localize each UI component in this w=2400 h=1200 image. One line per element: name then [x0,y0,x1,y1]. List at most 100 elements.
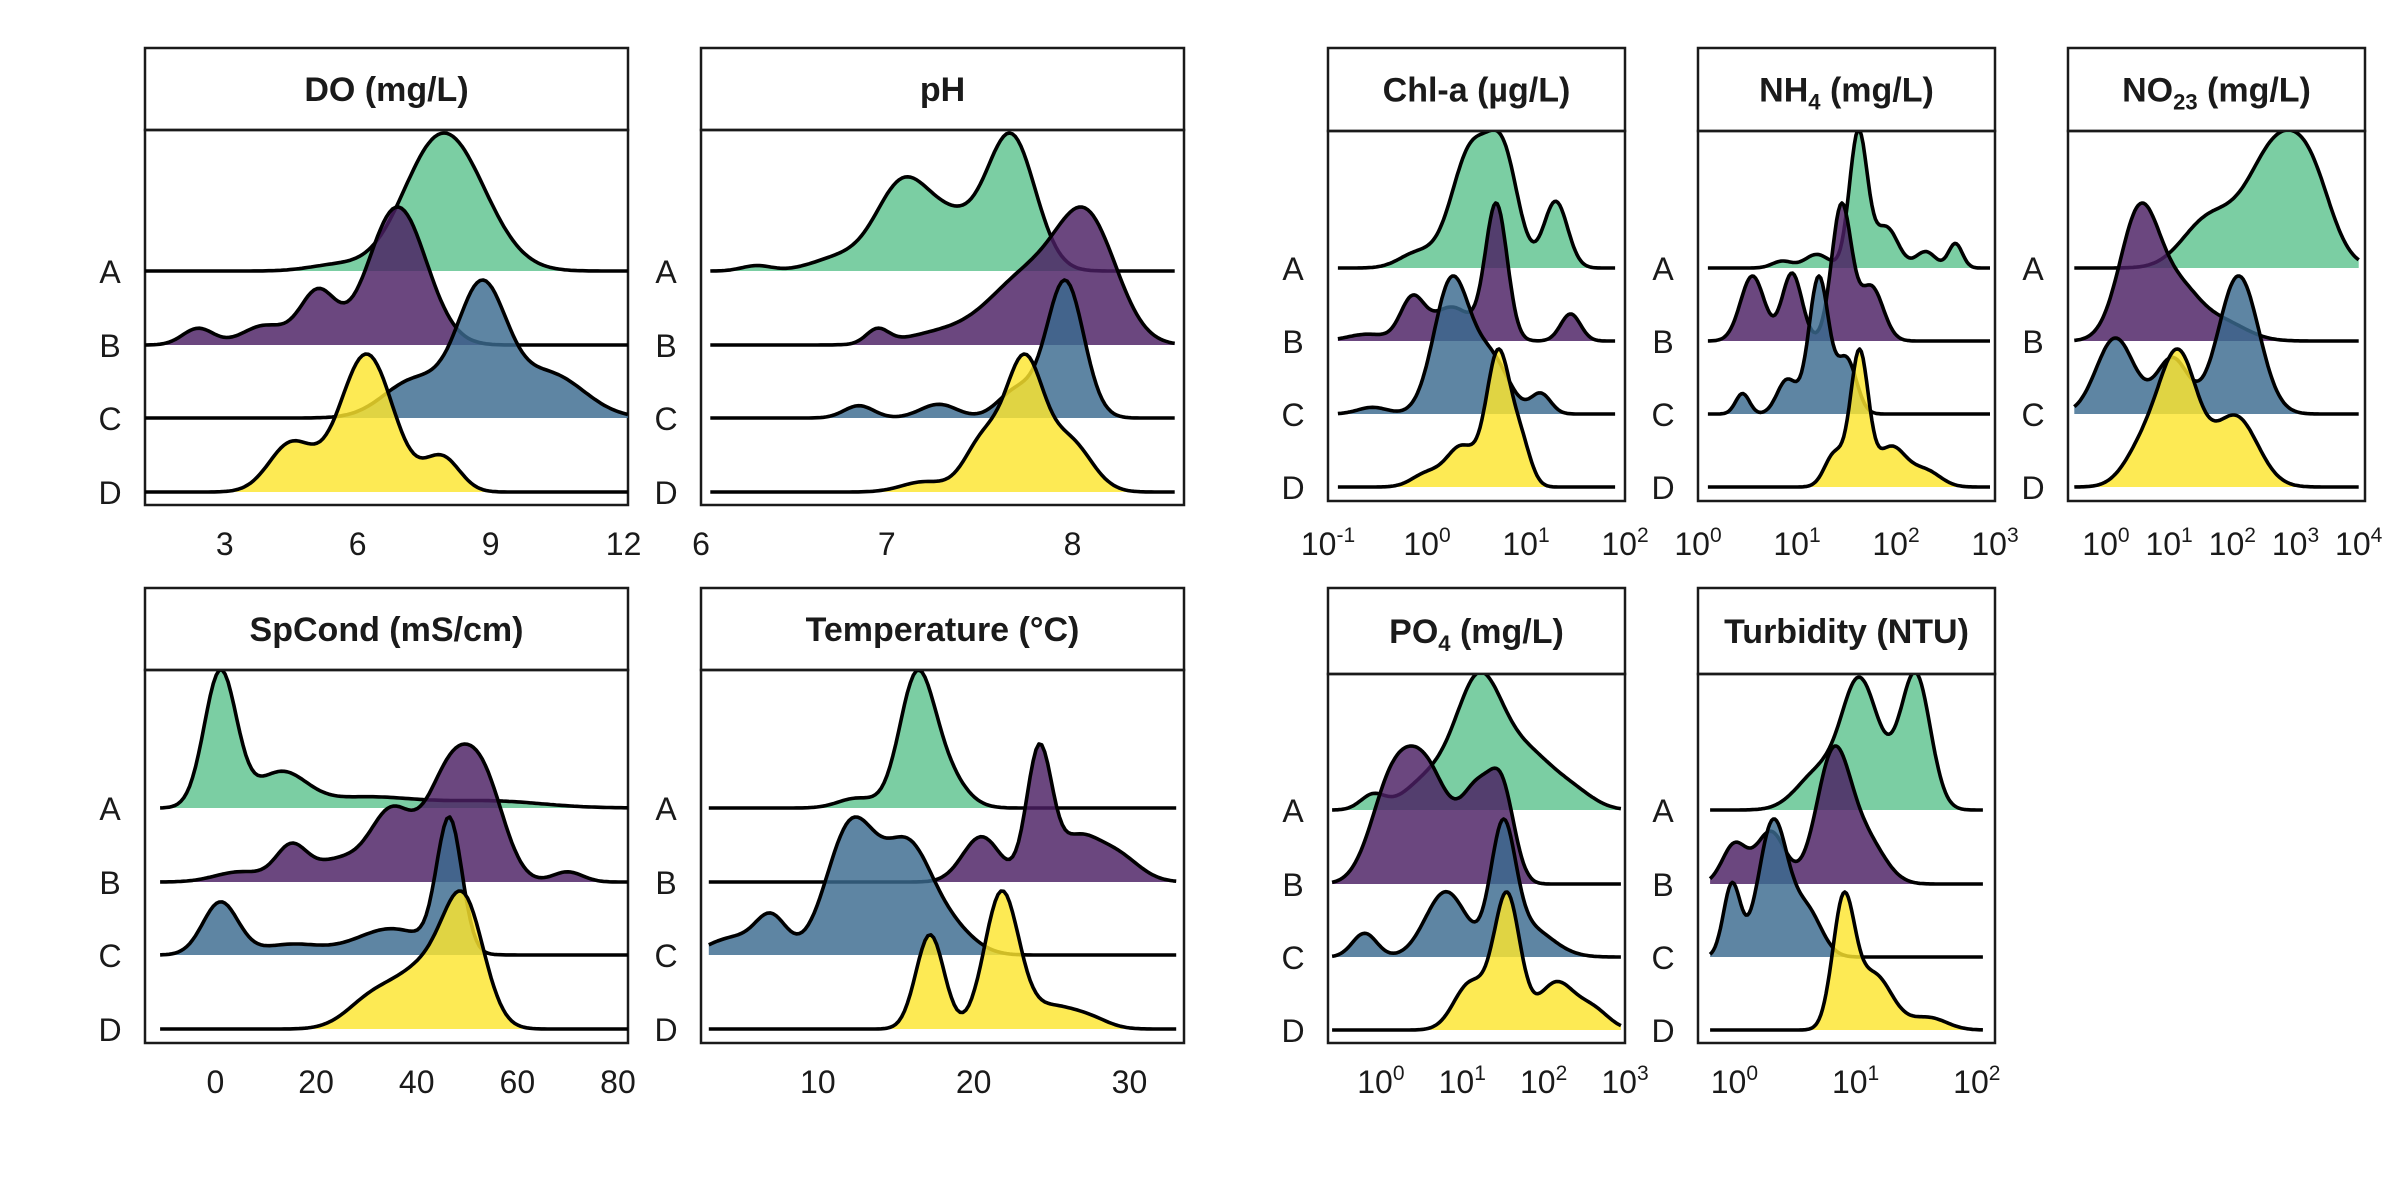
facet-title: Turbidity (NTU) [1724,613,1969,651]
row-label-d: D [1281,1013,1304,1049]
row-label-c: C [1281,397,1304,433]
row-label-b: B [99,328,120,364]
ridge-area-c [1707,276,1990,414]
ridges [1331,675,1622,1032]
x-tick-label: 40 [399,1064,435,1100]
ridge-line-b [2074,201,2359,343]
x-tick-label: 102 [1953,1062,2000,1100]
ridge-area-b [2074,203,2359,341]
facet-title: SpCond (mS/cm) [250,611,524,649]
x-tick-label: 8 [1064,526,1082,562]
row-label-d: D [1281,470,1304,506]
plot-frame [1326,672,1627,1045]
facet-header [143,46,630,132]
row-label-a: A [99,254,121,290]
ridge-line-b [710,205,1176,347]
ridge-area-b [1337,203,1616,341]
row-label-b: B [1652,324,1673,360]
ridges [1707,132,1991,489]
ridges [1337,132,1616,489]
plot-frame [1696,672,1997,1045]
row-label-c: C [98,938,121,974]
ridge-area-d [1710,892,1983,1030]
ridge-line-d [710,352,1175,494]
row-label-a: A [1282,251,1304,287]
ridge-area-a [1337,132,1616,268]
row-label-d: D [2021,470,2044,506]
x-tick-label: 100 [1403,524,1450,562]
panel-ph: pH A B C D6 7 8 [654,46,1186,562]
panel-po4-mg-l: PO4 (mg/L) A B C D 100 101 102 103 [1281,586,1649,1100]
ridge-line-b [160,742,628,884]
panel-do-mg-l: DO (mg/L) A B C D 3 6 9 12 [98,46,641,562]
ridge-area-c [1332,819,1621,957]
x-tick-label: 103 [1601,1062,1648,1100]
row-label-a: A [1652,793,1674,829]
ridge-line-d [1710,890,1984,1032]
ridge-area-d [1332,892,1621,1030]
ridge-line-c [1337,274,1616,416]
ridge-area-d [145,354,628,492]
x-tick-label: 103 [1971,524,2018,562]
row-label-b: B [2022,324,2043,360]
row-label-d: D [1651,470,1674,506]
plot-frame [2066,129,2367,503]
row-label-c: C [2021,397,2044,433]
row-label-c: C [1651,397,1674,433]
ridge-area-d [710,354,1175,492]
ridge-line-b [1708,744,1983,886]
ridge-line-b [1707,201,1991,343]
row-label-b: B [655,865,676,901]
row-label-b: B [1282,867,1303,903]
ridge-area-b [708,744,1177,882]
row-label-a: A [1652,251,1674,287]
ridge-line-c [1331,817,1621,959]
plot-frame [143,128,630,507]
ridge-line-b [708,742,1177,884]
x-tick-label: 101 [1773,524,1820,562]
row-label-a: A [1282,793,1304,829]
ridge-line-c [159,815,628,957]
x-tick-label: 101 [1502,524,1549,562]
row-label-b: B [655,328,676,364]
facet-title: Chl-a (µg/L) [1383,72,1571,110]
ridge-line-a [708,671,1177,810]
ridge-area-b [145,207,628,345]
ridge-area-b [1707,203,1990,341]
row-label-d: D [1651,1013,1674,1049]
facet-header [2066,46,2367,133]
x-tick-label: 101 [1832,1062,1879,1100]
row-label-a: A [99,791,121,827]
row-label-c: C [654,401,677,437]
x-tick-label: 0 [207,1064,225,1100]
x-tick-label: 6 [349,526,367,562]
x-tick-label: 104 [2335,524,2383,562]
x-tick-label: 7 [878,526,896,562]
facet-title: PO4 (mg/L) [1389,613,1564,656]
x-tick-label: 30 [1112,1064,1148,1100]
ridge-area-a [2074,132,2359,268]
facet-header [143,586,630,672]
x-tick-label: 103 [2272,524,2319,562]
row-label-b: B [99,865,120,901]
panel-no23-mg-l: NO23 (mg/L) A B C D 100 101 102 103 104 [2021,46,2383,562]
x-tick-label: 60 [500,1064,536,1100]
ridge-line-d [160,889,628,1031]
x-tick-label: 101 [1439,1062,1486,1100]
facet-title: NH4 (mg/L) [1759,72,1934,115]
ridge-area-c [1710,819,1983,957]
ridge-area-b [160,744,628,882]
ridges [2073,132,2360,489]
ridge-line-a [1710,675,1983,812]
ridge-area-d [2074,349,2359,487]
ridge-line-d [708,889,1177,1031]
x-tick-label: 100 [1357,1062,1404,1100]
ridge-area-c [1337,276,1616,414]
row-label-d: D [654,1012,677,1048]
x-tick-label: 100 [2082,524,2129,562]
ridges [710,131,1176,494]
facet-title: DO (mg/L) [304,71,468,109]
facet-header [1326,46,1627,133]
ridge-line-a [1337,132,1616,270]
